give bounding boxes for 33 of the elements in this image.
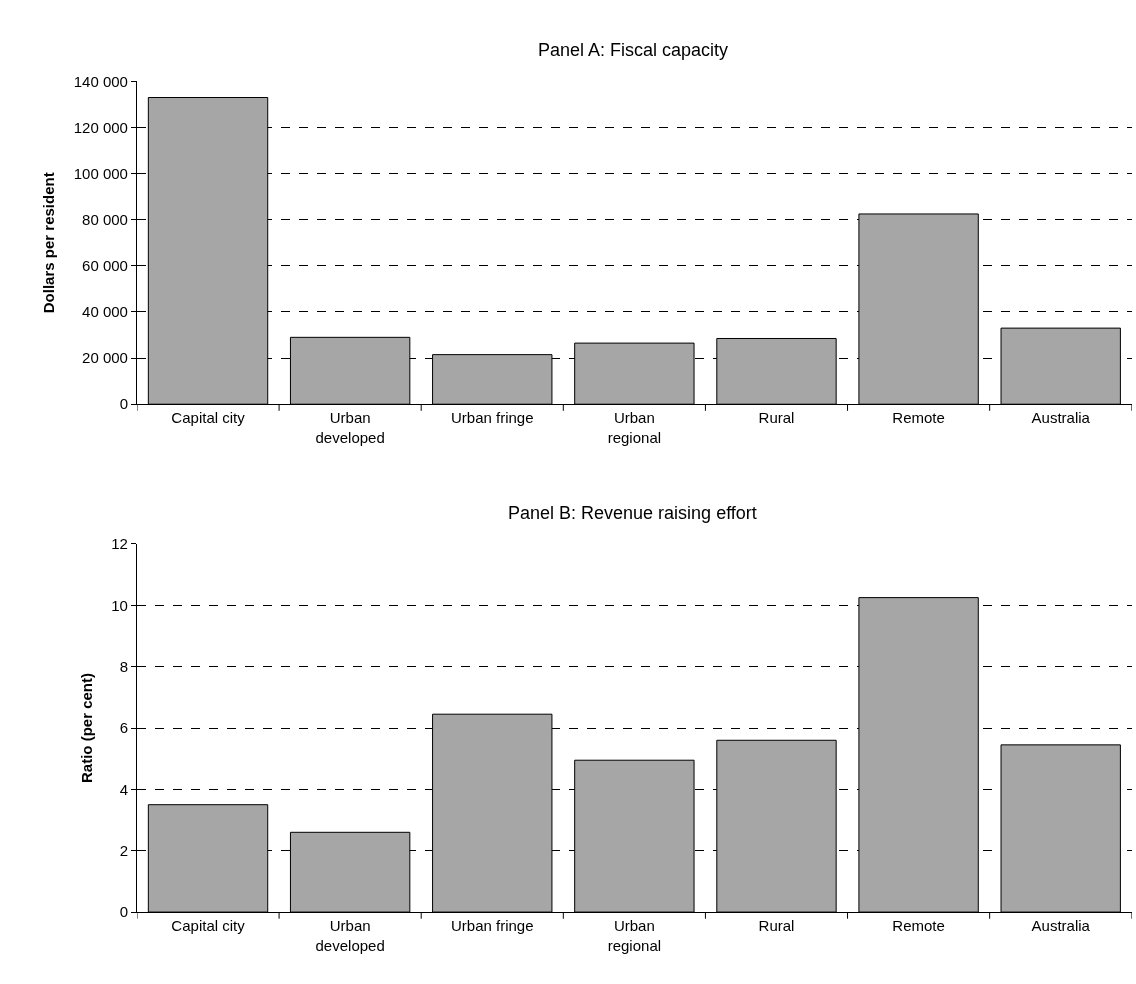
- x-tick-label: Australia: [1031, 917, 1091, 935]
- y-tick-label: 8: [119, 657, 128, 675]
- y-tick-label: 100 000: [73, 164, 128, 182]
- y-tick-label: 140 000: [73, 72, 128, 90]
- x-tick-label: Urban fringe: [450, 409, 534, 427]
- x-tick-label: Urban developed: [315, 409, 385, 446]
- y-tick-label: 40 000: [82, 303, 128, 321]
- x-tick-label: Urban developed: [315, 917, 385, 954]
- y-tick-label: 20 000: [82, 349, 128, 367]
- y-tick-label: 120 000: [73, 118, 128, 136]
- chart-title: Panel B: Revenue raising effort: [508, 503, 757, 523]
- x-tick-label: Rural: [758, 917, 795, 935]
- y-axis-title: Dollars per resident: [39, 172, 57, 314]
- x-tick-label: Rural: [758, 409, 795, 427]
- x-tick-label: Capital city: [171, 917, 246, 935]
- y-tick-label: 80 000: [82, 210, 128, 228]
- y-tick-label: 10: [111, 596, 128, 614]
- y-tick-label: 6: [119, 719, 128, 737]
- chart-title: Panel A: Fiscal capacity: [538, 40, 729, 60]
- y-tick-label: 0: [119, 903, 128, 921]
- x-tick-label: Urban fringe: [450, 917, 534, 935]
- x-tick-label: Remote: [892, 917, 945, 935]
- y-tick-label: 0: [119, 395, 128, 413]
- x-tick-label: Urban regional: [607, 409, 662, 446]
- x-tick-label: Remote: [892, 409, 945, 427]
- y-tick-label: 4: [119, 780, 128, 798]
- x-tick-label: Urban regional: [607, 917, 662, 954]
- x-tick-label: Capital city: [171, 409, 246, 427]
- y-axis-title: Ratio (per cent): [77, 672, 95, 784]
- x-tick-label: Australia: [1031, 409, 1091, 427]
- y-tick-label: 60 000: [82, 257, 128, 275]
- y-tick-label: 12: [111, 535, 128, 553]
- y-tick-label: 2: [119, 841, 128, 859]
